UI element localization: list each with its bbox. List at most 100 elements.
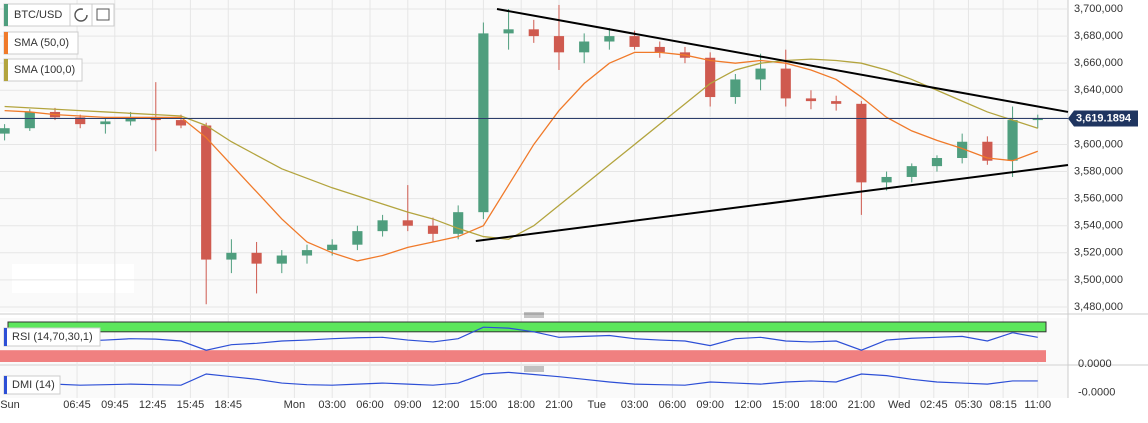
indicator-line (4, 326, 1038, 351)
candle-body (1007, 120, 1018, 161)
candle-body (906, 166, 917, 177)
legend-swatch (4, 32, 8, 54)
candle-body (402, 220, 413, 226)
candle-body (931, 157, 943, 167)
x-tick-label: 11:00 (1024, 399, 1051, 411)
legend-swatch (4, 59, 8, 81)
candle-body (528, 29, 539, 37)
candle-body (301, 250, 313, 256)
candle-body (75, 117, 86, 125)
y-tick-label: 3,500,000 (1074, 274, 1123, 286)
indicator-swatch (4, 328, 7, 346)
x-tick-label: 21:00 (545, 399, 573, 411)
indicator-axis-label: -0.0000 (1078, 387, 1115, 399)
x-tick-label: 09:00 (394, 399, 422, 411)
candle-body (881, 176, 892, 183)
indicator-line (4, 371, 1038, 386)
candle-body (478, 33, 489, 213)
y-tick-label: 3,520,000 (1074, 247, 1123, 259)
x-tick-label: 12:00 (734, 399, 762, 411)
candle-body (125, 117, 136, 122)
x-tick-label: 21:00 (848, 399, 876, 411)
y-tick-label: 3,540,000 (1074, 220, 1123, 232)
y-tick-label: 3,700,000 (1074, 3, 1123, 15)
candle-body (175, 120, 187, 126)
candle-body (604, 36, 615, 42)
candle-body (982, 141, 993, 161)
candle-body (629, 36, 640, 47)
last-price-tag (1068, 110, 1138, 127)
x-tick-label: 06:00 (356, 399, 384, 411)
x-tick-label: Mon (284, 399, 305, 411)
x-tick-label: 09:45 (101, 399, 129, 411)
candle-body (654, 46, 665, 53)
legend-swatch (4, 4, 8, 26)
x-tick-label: 12:45 (139, 399, 167, 411)
y-tick-label: 3,480,000 (1074, 301, 1123, 313)
legend-sma50: SMA (50,0) (14, 37, 69, 49)
legend: BTC/USD SMA (50,0) SMA (100,0) (3, 3, 115, 82)
x-tick-label: 18:00 (810, 399, 838, 411)
sma-line (4, 51, 1038, 262)
x-tick-label: 18:45 (214, 399, 242, 411)
last-price-label: 3,619.1894 (1076, 112, 1132, 124)
candle-body (503, 29, 514, 34)
plot-area (0, 0, 1068, 312)
candle-body (453, 212, 464, 234)
candle-body (856, 103, 867, 183)
x-tick-label: 12:00 (432, 399, 460, 411)
calendar-icon (96, 8, 110, 21)
x-tick-label: Sun (0, 399, 20, 411)
y-tick-label: 3,660,000 (1074, 57, 1123, 69)
candle-body (427, 225, 439, 234)
candle-body (755, 68, 766, 80)
x-tick-label: 06:45 (63, 399, 91, 411)
sma-line (4, 58, 1038, 240)
candle-body (100, 121, 111, 125)
candle-body (957, 141, 968, 158)
candle-body (553, 36, 565, 53)
oversold-band (0, 350, 1046, 362)
candle-body (327, 244, 338, 251)
indicator-axis-label: 0.0000 (1078, 358, 1112, 370)
x-tick-label: 09:00 (696, 399, 724, 411)
candle-body (377, 220, 388, 232)
overbought-band (7, 321, 1047, 333)
x-tick-label: 02:45 (920, 399, 948, 411)
y-tick-label: 3,560,000 (1074, 193, 1123, 205)
y-tick-label: 3,580,000 (1074, 165, 1123, 177)
candle-body (1032, 118, 1043, 121)
trendline (475, 164, 1069, 243)
candle-body (0, 128, 10, 134)
indicator-swatch (4, 376, 7, 394)
calendar-button[interactable] (91, 3, 115, 27)
blank-box (12, 264, 134, 293)
legend-sma100: SMA (100,0) (14, 64, 75, 76)
indicator-name: RSI (14,70,30,1) (12, 331, 93, 343)
x-tick-label: Tue (588, 399, 607, 411)
candle-body (780, 68, 791, 99)
trendline (496, 8, 1069, 113)
legend-symbol: BTC/USD (14, 9, 62, 21)
indicator-name: DMI (14) (12, 379, 55, 391)
candle-body (276, 255, 287, 264)
y-tick-label: 3,640,000 (1074, 84, 1123, 96)
y-tick-label: 3,600,000 (1074, 138, 1123, 150)
candle-body (251, 252, 262, 264)
candle-body (24, 111, 35, 129)
x-tick-label: 05:30 (955, 399, 983, 411)
resize-handle[interactable] (524, 312, 544, 372)
refresh-button[interactable] (69, 3, 93, 27)
x-tick-label: 15:00 (470, 399, 498, 411)
candle-body (805, 98, 817, 102)
x-tick-label: 06:00 (659, 399, 687, 411)
x-tick-label: 03:00 (318, 399, 346, 411)
x-tick-label: 08:15 (989, 399, 1017, 411)
candle-body (730, 79, 741, 98)
candle-body (705, 57, 716, 98)
x-tick-label: 18:00 (507, 399, 535, 411)
x-tick-label: 03:00 (621, 399, 649, 411)
x-tick-label: Wed (888, 399, 910, 411)
candle-body (831, 101, 842, 104)
